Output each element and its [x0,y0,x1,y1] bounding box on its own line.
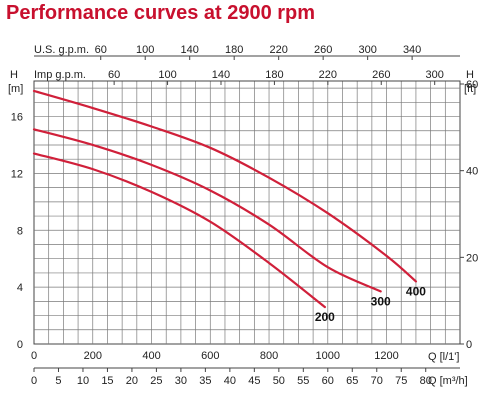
impgpm-tick-label: 140 [212,69,230,81]
series-group: 200 300 400 [32,89,426,324]
plot-area [33,80,461,345]
curve-300 [32,128,382,293]
usgpm-tick-label: 300 [358,44,376,56]
m3h-tick-label: 20 [126,375,138,387]
m3h-tick-label: 5 [55,375,61,387]
usgpm-tick-label: 340 [403,44,421,56]
impgpm-axis-label: Imp g.p.m. [34,69,86,81]
m3h-tick-label: 55 [297,375,309,387]
impgpm-tick-label: 300 [426,69,444,81]
curve-label-300: 300 [371,294,391,308]
m3h-tick-label: 60 [322,375,334,387]
y-right-tick-label: 0 [466,339,472,351]
m3h-tick-label: 40 [224,375,236,387]
usgpm-tick-label: 140 [181,44,199,56]
m3h-tick-label: 45 [248,375,260,387]
usgpm-tick-label: 100 [136,44,154,56]
m3h-tick-label: 25 [150,375,162,387]
x-tick-label: 0 [31,350,37,362]
axes [34,55,460,369]
impgpm-tick-label: 60 [108,69,120,81]
usgpm-tick-label: 220 [269,44,287,56]
y-left-unit: [m] [8,83,23,95]
impgpm-tick-label: 100 [158,69,176,81]
usgpm-axis-label: U.S. g.p.m. [34,44,89,56]
usgpm-tick-label: 60 [95,44,107,56]
curve-label-200: 200 [315,310,335,324]
y-left-axis-label: H [10,69,18,81]
curve-label-400: 400 [406,284,426,298]
chart-title: Performance curves at 2900 rpm [6,2,316,24]
m3h-tick-label: 50 [273,375,285,387]
usgpm-tick-label: 180 [225,44,243,56]
grid [34,81,460,344]
y-right-tick-label: 40 [466,166,478,178]
x-m3h-axis-label: Q [m³/h] [428,375,468,387]
curve-200 [32,152,326,309]
usgpm-tick-label: 260 [314,44,332,56]
m3h-tick-label: 15 [101,375,113,387]
m3h-tick-label: 70 [371,375,383,387]
y-right-tick-label: 60 [466,79,478,91]
curve-400 [32,89,418,283]
x-axis-label: Q [l/1'] [428,351,459,363]
y-right-unit: [ft] [464,83,476,95]
impgpm-tick-label: 260 [372,69,390,81]
y-left-tick-label: 0 [17,339,23,351]
m3h-tick-label: 65 [346,375,358,387]
x-tick-label: 1200 [374,350,398,362]
m3h-tick-label: 75 [395,375,407,387]
x-tick-label: 1000 [316,350,340,362]
y-right-axis-label: H [466,69,474,81]
y-left-tick-label: 12 [11,168,23,180]
x-tick-label: 400 [142,350,160,362]
m3h-tick-label: 35 [199,375,211,387]
y-left-tick-label: 4 [17,282,23,294]
y-left-tick-label: 16 [11,112,23,124]
m3h-tick-label: 80 [420,375,432,387]
m3h-tick-label: 10 [77,375,89,387]
impgpm-tick-label: 180 [265,69,283,81]
x-tick-label: 600 [201,350,219,362]
x-tick-label: 800 [260,350,278,362]
y-right-tick-label: 20 [466,252,478,264]
m3h-tick-label: 30 [175,375,187,387]
m3h-tick-label: 0 [31,375,37,387]
y-left-tick-label: 8 [17,225,23,237]
impgpm-tick-label: 220 [319,69,337,81]
x-tick-label: 200 [84,350,102,362]
